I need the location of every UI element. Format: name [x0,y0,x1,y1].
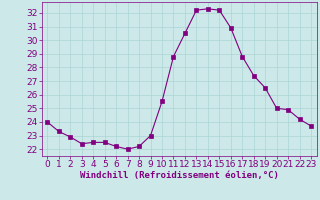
X-axis label: Windchill (Refroidissement éolien,°C): Windchill (Refroidissement éolien,°C) [80,171,279,180]
